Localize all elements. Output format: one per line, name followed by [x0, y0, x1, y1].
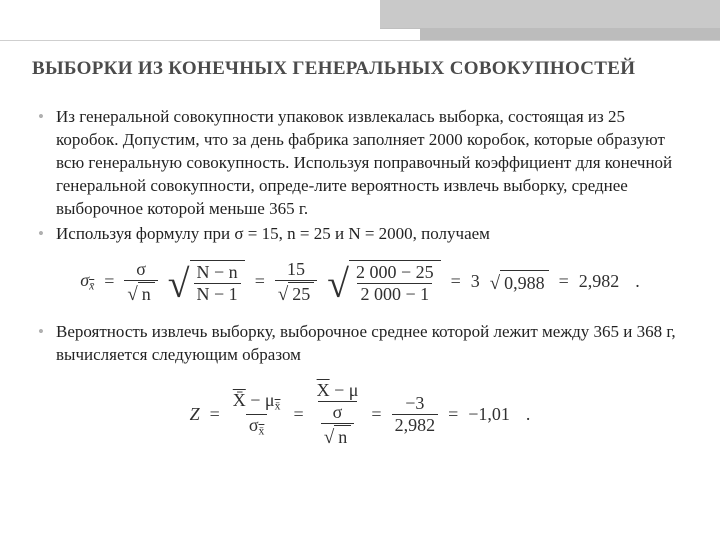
f2-term1: X̄ − μx̄ σx̄: [230, 391, 284, 438]
f1-sqrt-25-rad: 25: [288, 282, 314, 304]
f2-eq4: =: [448, 404, 458, 425]
f1-eq1: =: [104, 271, 114, 292]
f1-eq4: =: [559, 271, 569, 292]
f2-result: −1,01: [468, 404, 510, 425]
f2-term3: −3 2,982: [392, 394, 439, 435]
f1-lhs-sigma: σ: [80, 270, 89, 290]
decor-bar-mid: [420, 28, 720, 40]
f1-frac2: 15 √25: [275, 260, 317, 304]
decor-bar-top: [380, 0, 720, 29]
bullet-3: Вероятность извлечь выборку, выборочное …: [36, 321, 684, 367]
f2-term2: X − μ σ √n: [314, 381, 362, 447]
slide: ВЫБОРКИ ИЗ КОНЕЧНЫХ ГЕНЕРАЛЬНЫХ СОВОКУПН…: [0, 0, 720, 540]
body: Из генеральной совокупности упаковок изв…: [36, 106, 684, 465]
f1-pop2-num: 2 000 − 25: [353, 263, 437, 283]
f2-t3-num: −3: [402, 394, 427, 414]
bullet-2: Используя формулу при σ = 15, n = 25 и N…: [36, 223, 684, 246]
f2-dot: .: [526, 404, 531, 425]
f2-eq2: =: [293, 404, 303, 425]
f1-eq3: =: [451, 271, 461, 292]
decor-hairline: [0, 40, 720, 41]
f2-t2-sigma: σ: [330, 403, 346, 423]
f1-sqrt-n-rad: n: [138, 282, 155, 304]
bullet-list: Из генеральной совокупности упаковок изв…: [36, 106, 684, 246]
f1-pop1-den: N − 1: [194, 283, 241, 304]
f1-frac1: σ √n: [124, 260, 157, 304]
f2-t1-sigma: σ: [249, 415, 259, 435]
f2-t1-xbar: X̄: [233, 390, 246, 410]
f2-t3-den: 2,982: [392, 414, 439, 435]
f1-dot: .: [635, 271, 640, 292]
f1-pop2-den: 2 000 − 1: [357, 283, 432, 304]
f2-eq1: =: [210, 404, 220, 425]
f1-frac1-num: σ: [133, 260, 149, 280]
f1-sqrt-0988-rad: 0,988: [500, 270, 549, 294]
f1-lhs-sub: x̄: [89, 280, 94, 293]
f2-eq3: =: [371, 404, 381, 425]
f1-pop1-num: N − n: [194, 263, 241, 283]
f1-result: 2,982: [579, 271, 620, 292]
f1-coef3: 3: [471, 271, 480, 292]
f1-sqrt-n: √n: [127, 282, 154, 304]
f1-eq2: =: [255, 271, 265, 292]
formula-1: σx̄ = σ √n √ N − n N − 1 = 15: [36, 260, 684, 304]
f1-sqrt-pop1: √ N − n N − 1: [168, 260, 245, 304]
f2-Z: Z: [190, 404, 200, 425]
f1-sqrt-25: √25: [278, 282, 314, 304]
f2-sqrt-n: √n: [324, 425, 351, 447]
formula-2: Z = X̄ − μx̄ σx̄ = X − μ σ √n =: [36, 381, 684, 447]
bullet-1: Из генеральной совокупности упаковок изв…: [36, 106, 684, 221]
f1-frac2-num: 15: [284, 260, 308, 280]
f2-t1-sub: x̄: [275, 399, 281, 412]
f2-sqrt-n-rad: n: [334, 425, 351, 447]
f2-t1-mu: − μ: [246, 390, 275, 410]
f1-sqrt-0988: √0,988: [490, 270, 549, 294]
f2-t1-den-sub: x̄: [259, 424, 265, 437]
f2-t2-xbar: X: [317, 380, 330, 400]
page-title: ВЫБОРКИ ИЗ КОНЕЧНЫХ ГЕНЕРАЛЬНЫХ СОВОКУПН…: [32, 58, 700, 80]
bullet-list-2: Вероятность извлечь выборку, выборочное …: [36, 321, 684, 367]
f1-sqrt-pop2: √ 2 000 − 25 2 000 − 1: [327, 260, 440, 304]
